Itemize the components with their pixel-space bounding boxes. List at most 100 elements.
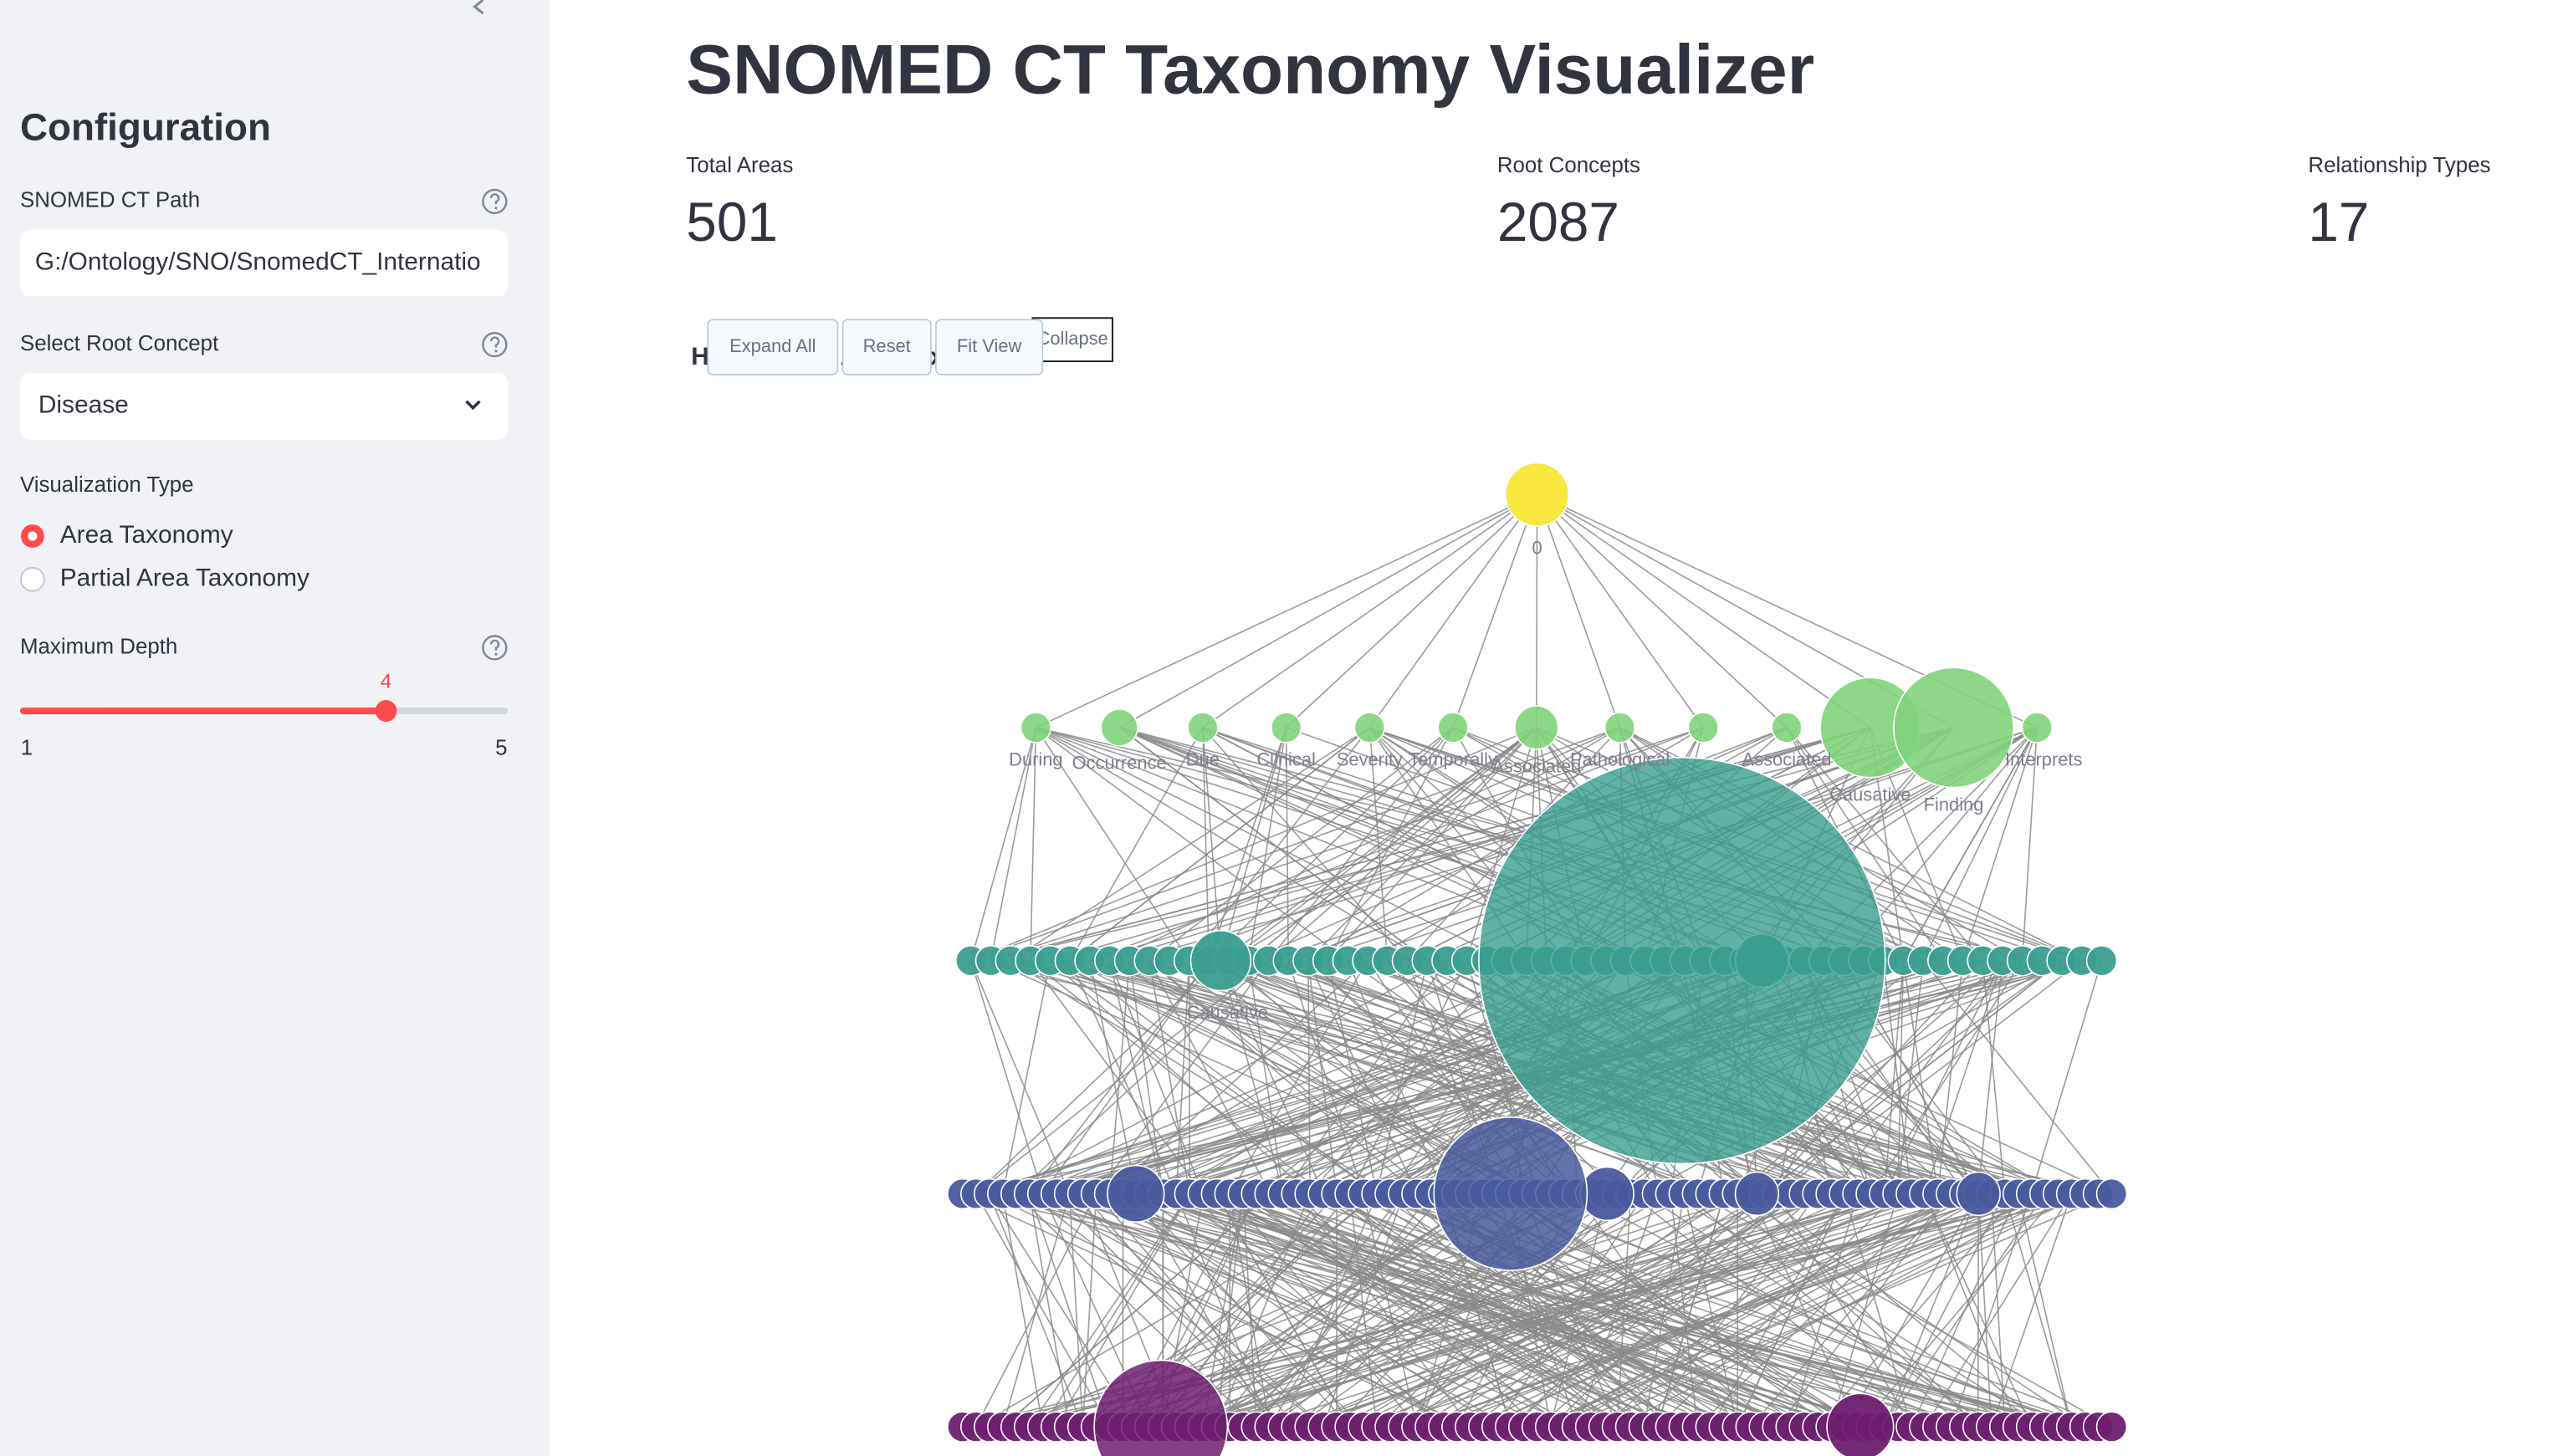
node[interactable] <box>1437 712 1469 743</box>
node[interactable] <box>1478 757 1886 1165</box>
node[interactable] <box>1353 712 1386 743</box>
edge <box>1977 960 2003 1194</box>
edge <box>975 960 1269 1195</box>
edge <box>1287 960 1364 1194</box>
viz-label: Visualization Type <box>20 473 194 497</box>
node[interactable] <box>1826 1392 1895 1456</box>
edge <box>1229 1193 1778 1428</box>
edge <box>1924 960 2003 1194</box>
edge <box>1466 727 1537 961</box>
node[interactable] <box>2085 945 2118 977</box>
node-label: Associated <box>1312 1453 1402 1456</box>
edge <box>975 1193 1111 1428</box>
node[interactable] <box>1734 1171 1780 1217</box>
edge <box>1696 1193 2112 1428</box>
edge <box>1430 1193 1805 1428</box>
graph-button[interactable] <box>935 319 1044 375</box>
edge <box>1001 960 1051 1194</box>
edge <box>1786 727 1944 962</box>
node[interactable] <box>1433 1116 1588 1271</box>
edge <box>970 727 1620 962</box>
node[interactable] <box>1687 712 1720 743</box>
node[interactable] <box>1020 712 1052 743</box>
edge <box>1922 960 2113 1194</box>
graph-button[interactable] <box>707 319 839 375</box>
node[interactable] <box>1187 712 1219 743</box>
edge <box>1095 960 1270 1194</box>
edge <box>1924 1193 2073 1428</box>
edge <box>1416 1193 1805 1428</box>
path-label: SNOMED CT Path <box>20 189 200 212</box>
radio-unselected[interactable] <box>19 566 45 592</box>
slider-min: 1 <box>21 737 33 760</box>
edge <box>1536 493 1704 728</box>
node[interactable] <box>1514 705 1559 750</box>
node[interactable] <box>1771 712 1803 743</box>
edge <box>1176 1193 1859 1428</box>
collapse-sidebar[interactable] <box>473 0 484 15</box>
help-icon[interactable] <box>482 635 508 661</box>
graph-button-label: Collapse <box>1037 328 1108 349</box>
help-icon[interactable] <box>482 331 508 358</box>
edge <box>1282 1193 2005 1428</box>
edge <box>1030 727 1037 961</box>
edge <box>1030 960 1324 1195</box>
edge <box>1028 1193 1071 1428</box>
edge <box>1285 727 1289 961</box>
node[interactable] <box>1100 708 1138 747</box>
help-icon[interactable] <box>482 188 508 215</box>
edge <box>1002 960 1448 1195</box>
node-label: Interprets <box>2005 749 2082 770</box>
node[interactable] <box>1189 930 1251 992</box>
radio-option[interactable]: Area Taxonomy <box>60 521 233 549</box>
node[interactable] <box>1893 667 2015 789</box>
node[interactable] <box>2095 1411 2128 1443</box>
edge <box>1216 1193 1899 1428</box>
depth-slider[interactable]: 4 1 5 <box>19 671 509 760</box>
node[interactable] <box>1270 712 1302 743</box>
node[interactable] <box>2021 712 2053 743</box>
edge <box>1176 1193 1899 1428</box>
metrics: Total Areas 501 Root Concepts 2087 Relations… <box>686 154 2490 253</box>
edge <box>2021 727 2038 961</box>
edge <box>1228 960 1485 1195</box>
node[interactable] <box>1956 1171 2001 1217</box>
node[interactable] <box>1579 1166 1634 1222</box>
edge <box>1035 727 1190 962</box>
edge <box>1109 1193 1458 1428</box>
edge <box>1028 1193 1111 1428</box>
radio-option[interactable]: Partial Area Taxonomy <box>60 565 309 592</box>
edge <box>1069 1193 2059 1428</box>
edge <box>1002 1193 1645 1428</box>
edge <box>1122 1193 1364 1428</box>
graph-button[interactable] <box>1031 317 1113 363</box>
edge <box>1148 960 1271 1194</box>
node[interactable] <box>1604 712 1636 743</box>
metric-value: 2087 <box>1497 192 1619 253</box>
edge <box>1536 494 1621 728</box>
node[interactable] <box>1107 1164 1165 1224</box>
edge <box>1001 1193 1044 1428</box>
edge <box>1368 727 1389 961</box>
node[interactable] <box>1093 1359 1229 1456</box>
edge <box>1737 1193 1845 1428</box>
path-input[interactable] <box>19 229 509 297</box>
metric-label: Relationship Types <box>2308 154 2490 177</box>
edge <box>1387 960 1619 1194</box>
edge <box>1786 727 1983 962</box>
root-select[interactable] <box>19 372 509 440</box>
edge <box>1643 1193 1685 1428</box>
slider-thumb[interactable] <box>375 700 397 723</box>
graph-button-label: Reset <box>863 335 911 356</box>
node[interactable] <box>2095 1178 2128 1210</box>
node[interactable] <box>1505 462 1570 527</box>
edge <box>990 959 1512 1195</box>
edge <box>1368 493 1538 728</box>
node-label: Associated <box>1742 749 1832 770</box>
edge <box>1029 1193 1324 1428</box>
edge <box>975 960 1221 1195</box>
node-label: Severity <box>1337 749 1403 770</box>
graph-button[interactable] <box>841 319 932 375</box>
edge <box>1550 1193 1952 1428</box>
